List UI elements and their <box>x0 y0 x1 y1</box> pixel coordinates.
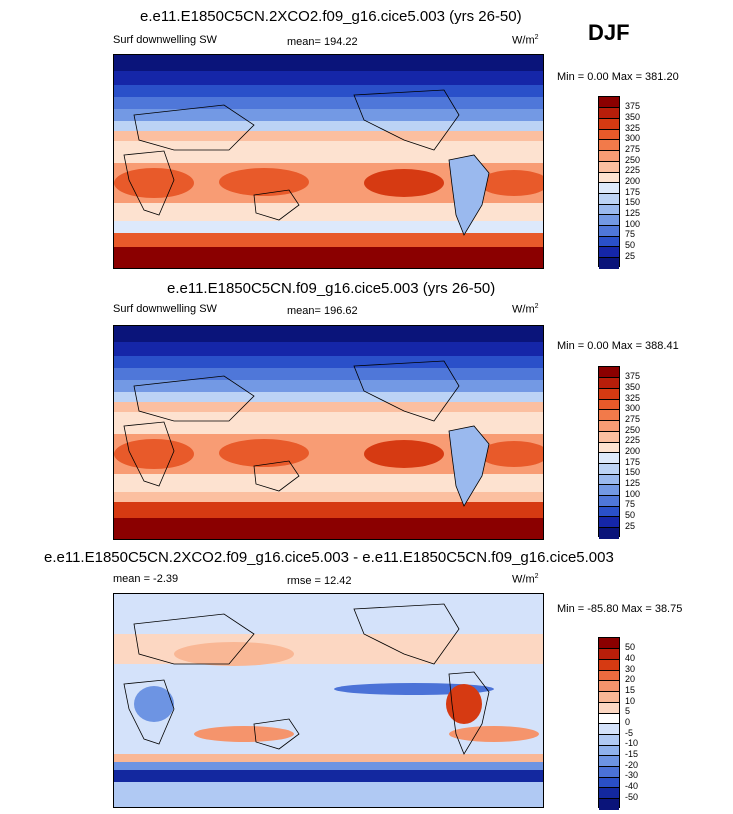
colorbar-tick: 225 <box>625 435 641 445</box>
colorbar-tick: 375 <box>625 101 641 111</box>
colorbar-tick: 250 <box>625 155 641 165</box>
colorbar-tick: 225 <box>625 165 641 175</box>
panel3-map <box>113 593 544 808</box>
colorbar-tick: 75 <box>625 499 636 509</box>
colorbar-tick: 325 <box>625 123 641 133</box>
colorbar-tick: 325 <box>625 393 641 403</box>
colorbar-tick: 125 <box>625 208 641 218</box>
colorbar-tick: -30 <box>625 770 639 780</box>
panel2-variable-label: Surf downwelling SW <box>113 303 217 315</box>
panel2-colorbar <box>598 366 620 539</box>
panel1-mean-label: mean= 194.22 <box>287 36 358 48</box>
colorbar-tick: 75 <box>625 229 636 239</box>
colorbar-tick: 275 <box>625 144 641 154</box>
colorbar-tick: 0 <box>625 717 631 727</box>
panel1-units: W/m2 <box>512 34 539 47</box>
colorbar-tick: -5 <box>625 728 634 738</box>
panel1-variable-label: Surf downwelling SW <box>113 34 217 46</box>
colorbar-tick: 20 <box>625 674 636 684</box>
colorbar-tick: -10 <box>625 738 639 748</box>
colorbar-tick: 100 <box>625 489 641 499</box>
colorbar-tick: 100 <box>625 219 641 229</box>
colorbar-tick: 40 <box>625 653 636 663</box>
colorbar-tick: 25 <box>625 521 636 531</box>
colorbar-tick: -40 <box>625 781 639 791</box>
colorbar-tick: -50 <box>625 792 639 802</box>
colorbar-tick: 275 <box>625 414 641 424</box>
colorbar-tick: 200 <box>625 446 641 456</box>
panel2-minmax: Min = 0.00 Max = 388.41 <box>557 340 679 352</box>
colorbar-tick: 150 <box>625 467 641 477</box>
colorbar-tick: 300 <box>625 133 641 143</box>
colorbar-tick: -15 <box>625 749 639 759</box>
colorbar-tick: 50 <box>625 240 636 250</box>
colorbar-tick: 5 <box>625 706 631 716</box>
colorbar-tick: 50 <box>625 510 636 520</box>
panel2-title: e.e11.E1850C5CN.f09_g16.cice5.003 (yrs 2… <box>167 280 496 297</box>
panel2-units: W/m2 <box>512 303 539 316</box>
panel3-units: W/m2 <box>512 573 539 586</box>
colorbar-tick: 375 <box>625 371 641 381</box>
panel1-minmax: Min = 0.00 Max = 381.20 <box>557 71 679 83</box>
colorbar-tick: 50 <box>625 642 636 652</box>
panel1-title: e.e11.E1850C5CN.2XCO2.f09_g16.cice5.003 … <box>140 8 522 25</box>
panel3-mean-label: mean = -2.39 <box>113 573 179 585</box>
panel1-colorbar <box>598 96 620 269</box>
colorbar-tick: 300 <box>625 403 641 413</box>
colorbar-tick: 200 <box>625 176 641 186</box>
panel3-colorbar <box>598 637 620 810</box>
colorbar-tick: 15 <box>625 685 636 695</box>
colorbar-tick: 150 <box>625 197 641 207</box>
panel2-mean-label: mean= 196.62 <box>287 305 358 317</box>
season-label: DJF <box>588 20 630 45</box>
panel1-map <box>113 54 544 269</box>
panel3-minmax: Min = -85.80 Max = 38.75 <box>557 603 683 615</box>
colorbar-tick: 30 <box>625 664 636 674</box>
colorbar-tick: -20 <box>625 760 639 770</box>
colorbar-tick: 350 <box>625 112 641 122</box>
colorbar-tick: 175 <box>625 187 641 197</box>
colorbar-tick: 250 <box>625 425 641 435</box>
colorbar-tick: 25 <box>625 251 636 261</box>
panel2-map <box>113 325 544 540</box>
colorbar-tick: 125 <box>625 478 641 488</box>
colorbar-tick: 175 <box>625 457 641 467</box>
colorbar-tick: 10 <box>625 696 636 706</box>
colorbar-tick: 350 <box>625 382 641 392</box>
panel3-rmse-label: rmse = 12.42 <box>287 575 352 587</box>
panel3-title: e.e11.E1850C5CN.2XCO2.f09_g16.cice5.003 … <box>44 549 614 566</box>
